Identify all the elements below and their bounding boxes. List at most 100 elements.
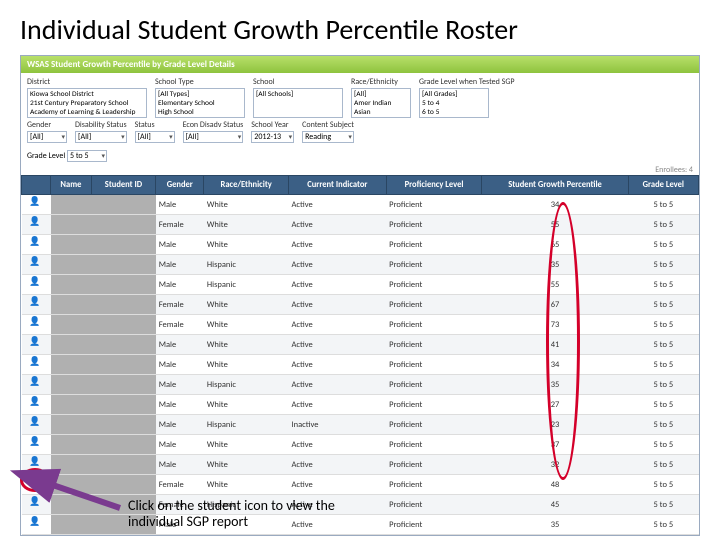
status-select[interactable]: [All] <box>135 131 175 143</box>
school-listbox[interactable]: [All Schools] <box>253 88 343 118</box>
table-row: MaleWhiteActiveProficient345 to 5 <box>22 195 699 215</box>
proficiency-cell: Proficient <box>386 495 482 515</box>
indicator-cell: Inactive <box>289 415 387 435</box>
id-cell <box>91 215 155 235</box>
proficiency-cell: Proficient <box>386 295 482 315</box>
race-cell: White <box>204 475 289 495</box>
student-icon[interactable] <box>29 517 43 529</box>
proficiency-cell: Proficient <box>386 195 482 215</box>
id-cell <box>91 455 155 475</box>
student-icon[interactable] <box>29 437 43 449</box>
indicator-cell: Active <box>289 375 387 395</box>
subject-select[interactable]: Reading <box>302 131 354 143</box>
table-row: MaleHispanicInactiveProficient235 to 5 <box>22 415 699 435</box>
district-listbox[interactable]: Kiowa School District21st Century Prepar… <box>27 88 147 118</box>
race-cell: Hispanic <box>204 255 289 275</box>
proficiency-cell: Proficient <box>386 435 482 455</box>
id-cell <box>91 475 155 495</box>
sgp-cell: 48 <box>482 475 628 495</box>
name-cell <box>51 275 92 295</box>
table-header-cell: Proficiency Level <box>386 176 482 195</box>
gender-cell: Female <box>156 295 204 315</box>
gender-cell: Male <box>156 255 204 275</box>
callout-caption: Click on the student icon to view the in… <box>128 498 348 530</box>
student-icon[interactable] <box>29 397 43 409</box>
proficiency-cell: Proficient <box>386 355 482 375</box>
student-icon[interactable] <box>29 337 43 349</box>
id-cell <box>91 295 155 315</box>
id-cell <box>91 255 155 275</box>
indicator-cell: Active <box>289 275 387 295</box>
name-cell <box>51 395 92 415</box>
race-listbox[interactable]: [All]Amer IndianAsianBlack <box>351 88 411 118</box>
indicator-cell: Active <box>289 315 387 335</box>
grade-tested-listbox[interactable]: [All Grades]5 to 46 to 5 <box>419 88 489 118</box>
econ-select[interactable]: [All] <box>183 131 244 143</box>
grade-level-cell: 5 to 5 <box>628 215 698 235</box>
grade-level-filter: Grade Level 5 to 5 <box>21 147 699 165</box>
race-cell: White <box>204 455 289 475</box>
student-icon[interactable] <box>29 197 43 209</box>
school-type-listbox[interactable]: [All Types]Elementary SchoolHigh School <box>155 88 245 118</box>
table-header-cell: Student Growth Percentile <box>482 176 628 195</box>
gender-label: Gender <box>27 120 67 130</box>
student-icon[interactable] <box>29 297 43 309</box>
proficiency-cell: Proficient <box>386 215 482 235</box>
gender-cell: Male <box>156 415 204 435</box>
id-cell <box>91 395 155 415</box>
grade-level-cell: 5 to 5 <box>628 235 698 255</box>
year-select[interactable]: 2012-13 <box>251 131 294 143</box>
student-icon[interactable] <box>29 417 43 429</box>
gender-cell: Male <box>156 235 204 255</box>
name-cell <box>51 415 92 435</box>
gender-cell: Female <box>156 475 204 495</box>
disability-label: Disability Status <box>75 120 127 130</box>
student-icon[interactable] <box>29 237 43 249</box>
page-title: Individual Student Growth Percentile Ros… <box>20 12 700 47</box>
name-cell <box>51 315 92 335</box>
grade-level-cell: 5 to 5 <box>628 335 698 355</box>
gender-cell: Male <box>156 195 204 215</box>
student-icon[interactable] <box>29 217 43 229</box>
subject-label: Content Subject <box>302 120 354 130</box>
name-cell <box>51 255 92 275</box>
grade-tested-label: Grade Level when Tested SGP <box>419 77 515 87</box>
student-icon[interactable] <box>29 497 43 509</box>
gender-cell: Male <box>156 275 204 295</box>
gender-cell: Male <box>156 455 204 475</box>
student-icon[interactable] <box>29 377 43 389</box>
school-type-label: School Type <box>155 77 245 87</box>
indicator-cell: Active <box>289 435 387 455</box>
table-row: FemaleWhiteActiveProficient555 to 5 <box>22 215 699 235</box>
highlight-oval-sgp-column <box>546 202 580 480</box>
table-header-cell: Gender <box>156 176 204 195</box>
grade-level-cell: 5 to 5 <box>628 255 698 275</box>
id-cell <box>91 375 155 395</box>
name-cell <box>51 295 92 315</box>
id-cell <box>91 195 155 215</box>
race-cell: White <box>204 295 289 315</box>
student-icon[interactable] <box>29 277 43 289</box>
indicator-cell: Active <box>289 195 387 215</box>
table-row: MaleWhiteActiveProficient325 to 5 <box>22 455 699 475</box>
table-row: FemaleWhiteActiveProficient675 to 5 <box>22 295 699 315</box>
district-label: District <box>27 77 147 87</box>
school-label: School <box>253 77 343 87</box>
disability-select[interactable]: [All] <box>75 131 127 143</box>
race-cell: White <box>204 355 289 375</box>
table-row: MaleActiveProficient355 to 5 <box>22 515 699 535</box>
indicator-cell: Active <box>289 255 387 275</box>
grade-level-select[interactable]: 5 to 5 <box>67 150 107 162</box>
indicator-cell: Active <box>289 295 387 315</box>
table-header-cell: Grade Level <box>628 176 698 195</box>
table-row: FemaleHispanicActiveProficient455 to 5 <box>22 495 699 515</box>
filter-row-2: Gender[All] Disability Status[All] Statu… <box>21 118 699 147</box>
id-cell <box>91 415 155 435</box>
student-icon[interactable] <box>29 257 43 269</box>
student-icon[interactable] <box>29 357 43 369</box>
proficiency-cell: Proficient <box>386 515 482 535</box>
student-icon[interactable] <box>29 317 43 329</box>
gender-select[interactable]: [All] <box>27 131 67 143</box>
grade-level-cell: 5 to 5 <box>628 375 698 395</box>
id-cell <box>91 315 155 335</box>
